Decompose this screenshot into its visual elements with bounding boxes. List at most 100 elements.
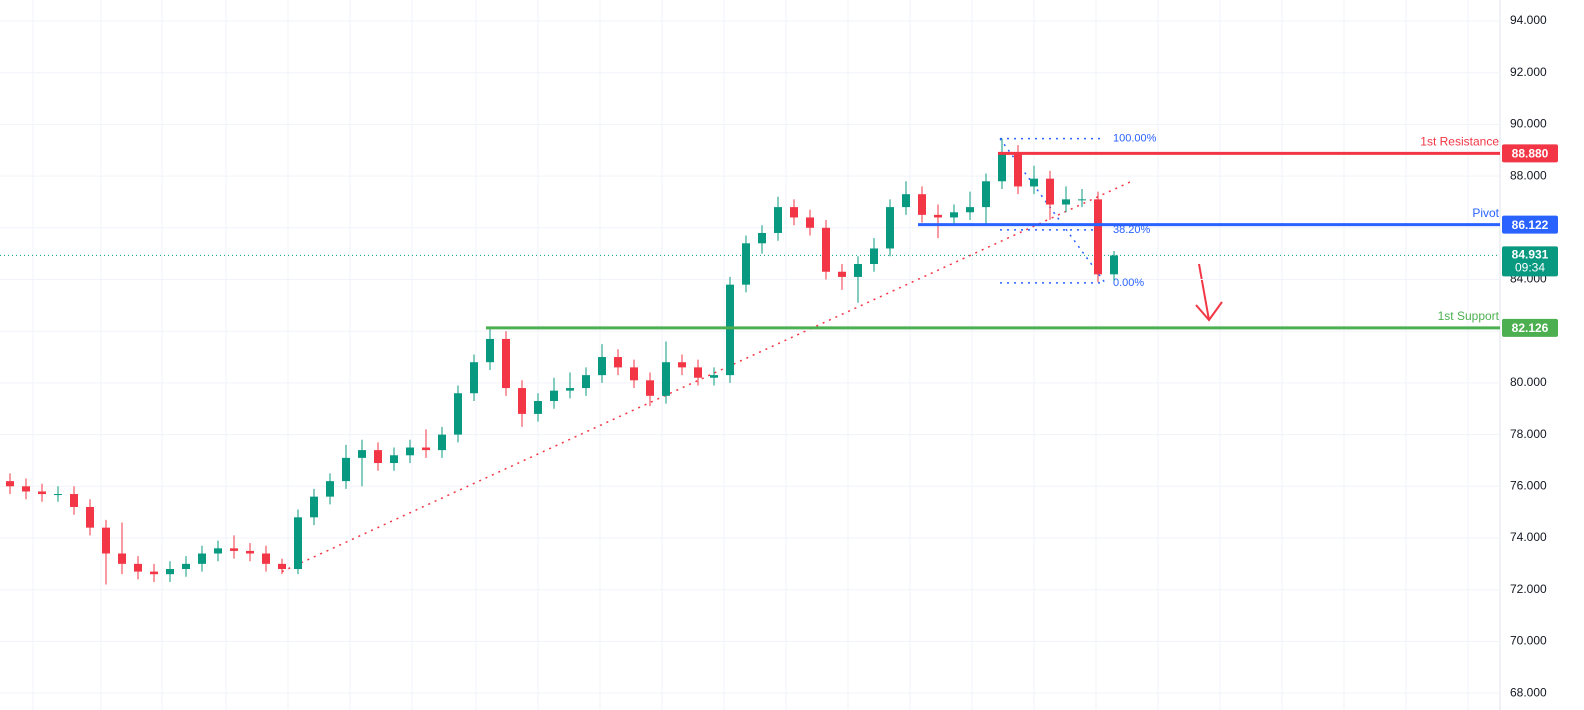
candle-body (486, 338, 494, 363)
candle-body (518, 388, 526, 414)
price-tag (1502, 215, 1558, 234)
candle-body (598, 357, 606, 376)
countdown: 09:34 (1515, 261, 1545, 275)
candle-body (406, 447, 414, 456)
candle-body (710, 375, 718, 378)
candle-body (262, 553, 270, 564)
y-tick-label: 94.000 (1510, 13, 1547, 27)
candle-body (390, 455, 398, 464)
price-tag-label: 88.880 (1512, 147, 1549, 161)
candle-body (1094, 199, 1102, 275)
candle-body (214, 548, 222, 554)
candle-body (678, 362, 686, 368)
candle-body (566, 388, 574, 391)
candle-body (950, 212, 958, 218)
candle-body (134, 563, 142, 572)
candle-body (294, 517, 302, 570)
candle-body (470, 362, 478, 394)
candle-body (358, 450, 366, 458)
candle-body (966, 207, 974, 213)
candle-body (374, 450, 382, 464)
candle-body (550, 390, 558, 401)
candle-body (86, 506, 94, 528)
candle-body (662, 362, 670, 396)
candle-body (886, 207, 894, 249)
candle-body (1078, 199, 1086, 201)
candle-body (454, 393, 462, 435)
candle-body (246, 550, 254, 554)
candle-body (6, 481, 14, 487)
candle-body (1046, 178, 1054, 205)
candle-body (38, 491, 46, 495)
candle-body (1014, 152, 1022, 187)
y-tick-label: 92.000 (1510, 65, 1547, 79)
price-tag (1502, 246, 1558, 277)
candle-body (182, 563, 190, 570)
candle-body (230, 548, 238, 551)
candle-body (806, 217, 814, 228)
candle-body (694, 367, 702, 378)
down-arrow (1195, 263, 1223, 322)
candle-body (614, 357, 622, 368)
y-tick-label: 72.000 (1510, 582, 1547, 596)
candle-body (870, 248, 878, 264)
fib-label: 38.20% (1113, 224, 1151, 236)
price-tag-label: 82.126 (1512, 321, 1549, 335)
fib-label: 0.00% (1113, 277, 1144, 289)
candle-body (70, 494, 78, 507)
level-name: 1st Support (1438, 309, 1500, 323)
y-tick-label: 68.000 (1510, 685, 1547, 699)
candle-body (438, 434, 446, 451)
candle-body (118, 553, 126, 564)
price-tag (1502, 318, 1558, 337)
price-tag-label: 86.122 (1512, 218, 1549, 232)
y-tick-label: 76.000 (1510, 478, 1547, 492)
y-tick-label: 90.000 (1510, 117, 1547, 131)
candle-body (54, 494, 62, 496)
price-tag-label: 84.931 (1512, 248, 1549, 262)
candle-body (1030, 178, 1038, 187)
y-tick-label: 70.000 (1510, 634, 1547, 648)
candle-body (326, 481, 334, 497)
trendline (281, 180, 1132, 573)
candle-body (582, 375, 590, 389)
candle-body (150, 571, 158, 575)
candle-body (646, 380, 654, 396)
candle-body (630, 367, 638, 381)
candle-body (822, 227, 830, 272)
y-tick-label: 78.000 (1510, 427, 1547, 441)
fib-label: 100.00% (1113, 133, 1157, 145)
level-name: 1st Resistance (1420, 135, 1499, 149)
candle-body (854, 263, 862, 277)
candle-body (1110, 255, 1118, 275)
candle-body (934, 214, 942, 218)
candle-body (422, 447, 430, 451)
candle-body (198, 553, 206, 564)
candle-body (838, 271, 846, 277)
candle-body (310, 496, 318, 518)
candle-body (166, 569, 174, 575)
vertical-grid (32, 0, 1469, 710)
candle-body (982, 181, 990, 208)
candle-body (22, 486, 30, 492)
y-tick-label: 80.000 (1510, 375, 1547, 389)
candle-body (102, 527, 110, 554)
level-name: Pivot (1472, 206, 1499, 220)
candle-body (502, 338, 510, 389)
price-tag (1502, 144, 1558, 163)
candle-body (758, 232, 766, 244)
y-tick-label: 74.000 (1510, 530, 1547, 544)
candle-body (918, 194, 926, 215)
candle-body (278, 563, 286, 570)
candle-body (342, 457, 350, 482)
y-tick-label: 88.000 (1510, 168, 1547, 182)
candle-body (726, 284, 734, 376)
candle-body (774, 207, 782, 233)
candle-body (742, 243, 750, 285)
candle-body (998, 152, 1006, 182)
candle-body (902, 194, 910, 208)
candle-body (790, 207, 798, 218)
candle-body (1062, 199, 1070, 205)
